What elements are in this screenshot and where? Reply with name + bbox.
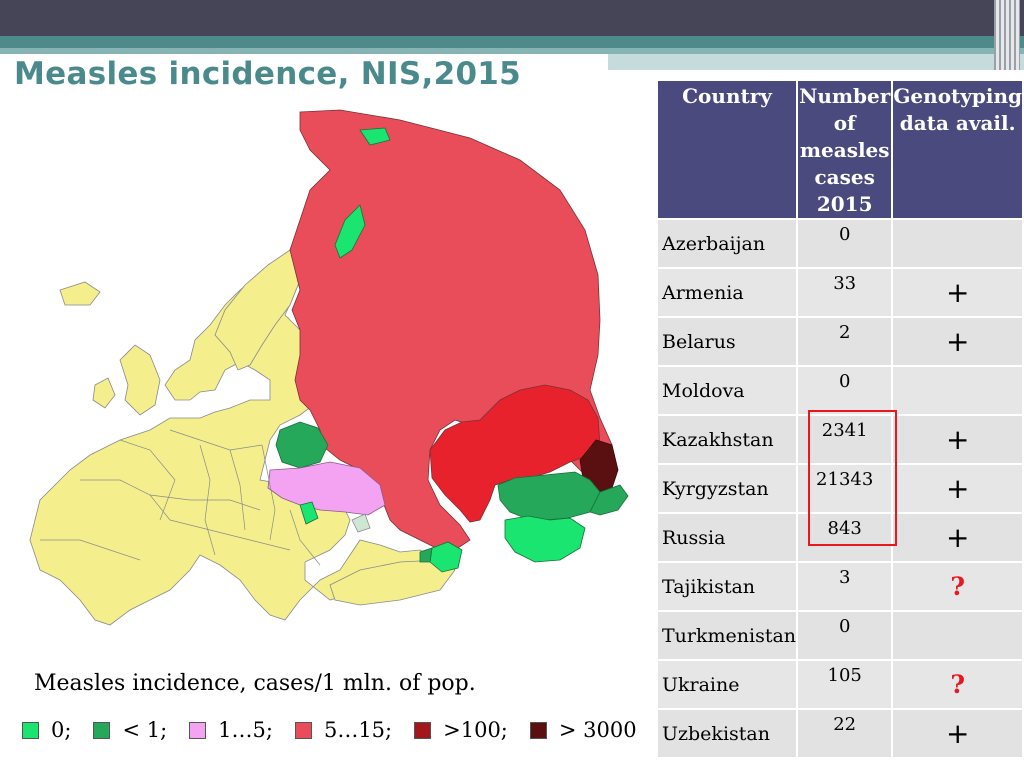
table-row: Belarus 2 + (655, 316, 1024, 367)
region-armenia (419, 547, 433, 563)
region-georgia (351, 513, 371, 533)
highlight-box (808, 410, 897, 546)
region-uk (119, 344, 161, 416)
legend-swatch-0 (22, 721, 39, 739)
genotyping-cell: + (891, 414, 1024, 465)
legend-swatch-3 (294, 721, 312, 739)
decorative-lines (994, 0, 1020, 70)
genotyping-cell: + (891, 708, 1024, 759)
country-cell: Tajikistan (655, 561, 799, 612)
genotyping-cell: + (891, 512, 1024, 563)
country-cell: Moldova (655, 365, 799, 416)
region-novaya-zemlya (334, 204, 366, 259)
genotyping-cell: ? (891, 561, 1024, 612)
country-cell: Armenia (655, 267, 799, 318)
region-uzbekistan (497, 471, 601, 521)
legend-swatch-2 (189, 721, 207, 739)
legend-label-2: 1…5; (218, 718, 273, 742)
slide-title: Measles incidence, NIS,2015 (14, 56, 522, 92)
country-cell: Ukraine (655, 659, 799, 710)
accent-band-light (0, 48, 1024, 54)
region-belarus (275, 421, 329, 469)
country-cell: Kazakhstan (655, 414, 799, 465)
header-country: Country (655, 79, 799, 220)
genotyping-cell (891, 218, 1024, 269)
cases-cell: 33 (796, 267, 894, 318)
map-legend: 0; < 1; 1…5; 5…15; >100; > 3000 (22, 718, 659, 742)
legend-label-0: 0; (51, 718, 72, 742)
map-caption: Measles incidence, cases/1 mln. of pop. (34, 671, 476, 696)
table-row: Uzbekistan 22 + (655, 708, 1024, 759)
header-genotyping: Genotyping data avail. (891, 79, 1024, 220)
region-turkey (329, 559, 456, 606)
region-ukraine (267, 461, 386, 516)
country-cell: Russia (655, 512, 799, 563)
region-kazakhstan (429, 384, 601, 523)
table-row: Tajikistan 3 ? (655, 561, 1024, 612)
genotyping-cell: ? (891, 659, 1024, 710)
header-cases: Number of measles cases 2015 (796, 79, 894, 220)
cases-cell: 105 (796, 659, 894, 710)
country-cell: Uzbekistan (655, 708, 799, 759)
genotyping-cell (891, 610, 1024, 661)
country-cell: Azerbaijan (655, 218, 799, 269)
country-cell: Belarus (655, 316, 799, 367)
legend-label-5: > 3000 (558, 718, 637, 742)
region-ireland (92, 377, 116, 409)
region-iceland (59, 281, 101, 306)
genotyping-cell: + (891, 267, 1024, 318)
table-header-row: Country Number of measles cases 2015 Gen… (655, 79, 1024, 220)
legend-label-1: < 1; (122, 718, 168, 742)
cases-cell: 0 (796, 218, 894, 269)
legend-swatch-5 (529, 721, 547, 739)
table-row: Azerbaijan 0 (655, 218, 1024, 269)
measles-cases-table: Country Number of measles cases 2015 Gen… (655, 79, 1024, 759)
accent-band (0, 36, 1024, 48)
cases-cell: 0 (796, 365, 894, 416)
table-row: Kyrgyzstan 21343 + (655, 463, 1024, 514)
cases-cell: 843 (796, 512, 894, 563)
cases-cell: 2 (796, 316, 894, 367)
table-row: Moldova 0 (655, 365, 1024, 416)
table-row: Russia 843 + (655, 512, 1024, 563)
cases-cell: 3 (796, 561, 894, 612)
table-row: Armenia 33 + (655, 267, 1024, 318)
cases-cell: 22 (796, 708, 894, 759)
country-cell: Turkmenistan (655, 610, 799, 661)
table-row: Kazakhstan 2341 + (655, 414, 1024, 465)
cases-cell: 21343 (796, 463, 894, 514)
cases-cell: 0 (796, 610, 894, 661)
genotyping-cell (891, 365, 1024, 416)
region-turkmenistan (504, 515, 586, 563)
legend-swatch-1 (93, 721, 111, 739)
table-row: Ukraine 105 ? (655, 659, 1024, 710)
genotyping-cell: + (891, 463, 1024, 514)
cases-cell: 2341 (796, 414, 894, 465)
table-row: Turkmenistan 0 (655, 610, 1024, 661)
region-tajikistan (589, 484, 629, 516)
region-moldova (299, 501, 319, 525)
region-arctic-islands (359, 127, 391, 146)
country-cell: Kyrgyzstan (655, 463, 799, 514)
legend-label-4: >100; (443, 718, 508, 742)
region-scandinavia (214, 249, 301, 371)
legend-swatch-4 (414, 721, 432, 739)
incidence-map (29, 109, 629, 626)
legend-label-3: 5…15; (323, 718, 393, 742)
country-borders (40, 429, 321, 566)
region-europe (29, 264, 456, 626)
header-stripe (608, 54, 1024, 70)
genotyping-cell: + (891, 316, 1024, 367)
top-bar (0, 0, 1024, 36)
